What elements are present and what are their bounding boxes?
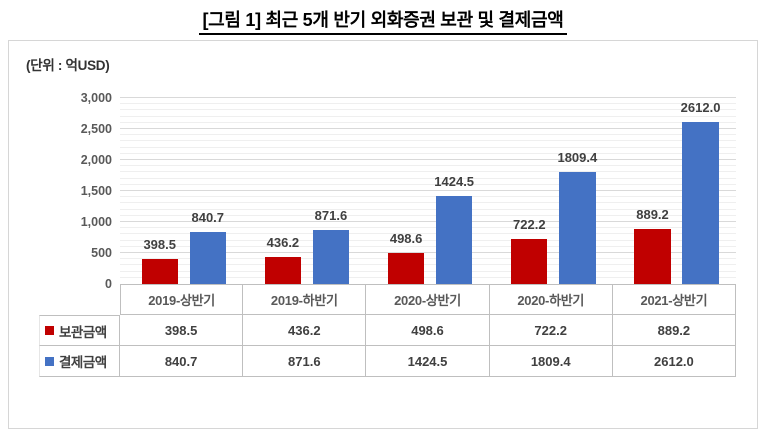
gridline-minor xyxy=(120,109,736,111)
bar-label-series-0-cat-4: 889.2 xyxy=(636,206,669,222)
gridline-major xyxy=(120,190,736,191)
gridline-minor xyxy=(120,202,736,204)
category-slot: 498.6 1424.5 xyxy=(366,98,489,284)
data-table: 2019-상반기 2019-하반기 2020-상반기 2020-하반기 2021-상반기… xyxy=(39,284,736,377)
bar-label-series-0-cat-1: 436.2 xyxy=(266,234,300,250)
table-series-name: 보관금액 xyxy=(39,315,120,346)
y-tick-label: 0 xyxy=(105,277,112,291)
table-value-cell: 2612.0 xyxy=(612,346,736,377)
legend-key xyxy=(45,356,54,366)
bar-series-1-cat-0 xyxy=(189,231,226,284)
bar-label-series-1-cat-1: 871.6 xyxy=(314,207,348,223)
bar-label-series-1-cat-2: 1424.5 xyxy=(434,173,475,189)
figure-title: [그림 1] 최근 5개 반기 외화증권 보관 및 결제금액 xyxy=(199,6,567,35)
category-slot: 436.2 871.6 xyxy=(243,98,366,284)
table-value-cell: 398.5 xyxy=(120,315,244,346)
gridline-minor xyxy=(120,152,736,154)
y-tick-label: 2,500 xyxy=(80,122,112,136)
gridline-major xyxy=(120,97,736,98)
bar-series-0-cat-3 xyxy=(511,239,548,284)
gridline-minor xyxy=(120,146,736,148)
y-tick-label: 1,500 xyxy=(80,184,112,198)
chart-container: (단위 : 억USD) 3,000 2,500 2,000 1,500 1,000 500… xyxy=(8,40,758,429)
table-value-cell: 871.6 xyxy=(243,346,367,377)
gridline-major xyxy=(120,221,736,222)
bar-series-1-cat-1 xyxy=(312,229,350,284)
table-value-cell: 840.7 xyxy=(120,346,244,377)
bar-series-1-cat-3 xyxy=(559,171,596,284)
gridline-minor xyxy=(120,115,736,117)
bar-series-0-cat-0 xyxy=(141,259,178,284)
table-value-cell: 436.2 xyxy=(243,315,367,346)
gridline-minor xyxy=(120,196,736,198)
gridline-minor xyxy=(120,276,736,278)
y-tick-label: 2,000 xyxy=(80,153,112,167)
table-value-cell: 1424.5 xyxy=(366,346,490,377)
bar-label-series-0-cat-2: 498.6 xyxy=(389,231,423,247)
bar-label-series-0-cat-0: 398.5 xyxy=(143,237,176,253)
table-value-cell: 889.2 xyxy=(612,315,736,346)
gridline-minor xyxy=(120,134,736,136)
series-name-label: 결제금액 xyxy=(59,355,107,370)
table-series-name: 결제금액 xyxy=(39,346,120,377)
gridline-minor xyxy=(120,165,736,167)
bar-label-series-0-cat-3: 722.2 xyxy=(513,217,546,233)
gridline-minor xyxy=(120,171,736,173)
gridline-minor xyxy=(120,270,736,272)
gridline-minor xyxy=(120,183,736,185)
table-value-cell: 498.6 xyxy=(366,315,490,346)
table-category-header: 2021-상반기 xyxy=(612,284,736,315)
series-name-label: 보관금액 xyxy=(59,324,107,340)
plot-area: 398.5 840.7 436.2 871.6 498.6 1424.5 722.2 1809… xyxy=(120,97,736,284)
table-category-header: 2019-하반기 xyxy=(243,284,367,315)
bar-label-series-1-cat-4: 2612.0 xyxy=(680,100,721,116)
table-category-header: 2019-상반기 xyxy=(120,284,244,315)
category-slot: 889.2 2612.0 xyxy=(613,98,736,284)
title-bar: [그림 1] 최근 5개 반기 외화증권 보관 및 결제금액 xyxy=(0,0,766,35)
legend-key xyxy=(45,326,54,335)
table-corner-cell xyxy=(39,284,120,315)
table-category-header: 2020-하반기 xyxy=(489,284,613,315)
gridline-minor xyxy=(120,214,736,216)
gridline-minor xyxy=(120,140,736,142)
gridline-minor xyxy=(120,208,736,210)
bar-series-1-cat-4 xyxy=(682,122,719,284)
gridline-minor xyxy=(120,121,736,123)
y-tick-label: 500 xyxy=(91,246,112,260)
category-slot: 722.2 1809.4 xyxy=(490,98,613,284)
bar-series-0-cat-2 xyxy=(387,253,425,284)
y-tick-label: 1,000 xyxy=(80,215,112,229)
gridline-minor xyxy=(120,227,736,229)
table-value-cell: 1809.4 xyxy=(489,346,613,377)
gridline-minor xyxy=(120,239,736,241)
bar-series-0-cat-1 xyxy=(264,256,302,284)
bar-series-0-cat-4 xyxy=(634,228,671,284)
gridline-minor xyxy=(120,258,736,260)
gridline-minor xyxy=(120,233,736,235)
gridline-minor xyxy=(120,177,736,179)
gridline-minor xyxy=(120,264,736,266)
gridline-major xyxy=(120,128,736,129)
category-slot: 398.5 840.7 xyxy=(120,98,243,284)
gridline-minor xyxy=(120,103,736,105)
unit-label: (단위 : 억USD) xyxy=(26,58,110,73)
bar-label-series-1-cat-0: 840.7 xyxy=(191,209,225,225)
y-axis: 3,000 2,500 2,000 1,500 1,000 500 0 xyxy=(9,91,112,291)
table-value-cell: 722.2 xyxy=(489,315,613,346)
table-category-header: 2020-상반기 xyxy=(366,284,490,315)
gridline-major xyxy=(120,159,736,160)
y-tick-label: 3,000 xyxy=(80,91,112,105)
gridline-major xyxy=(120,252,736,253)
gridline-minor xyxy=(120,245,736,247)
bar-label-series-1-cat-3: 1809.4 xyxy=(557,149,598,165)
bar-series-1-cat-2 xyxy=(435,195,473,284)
